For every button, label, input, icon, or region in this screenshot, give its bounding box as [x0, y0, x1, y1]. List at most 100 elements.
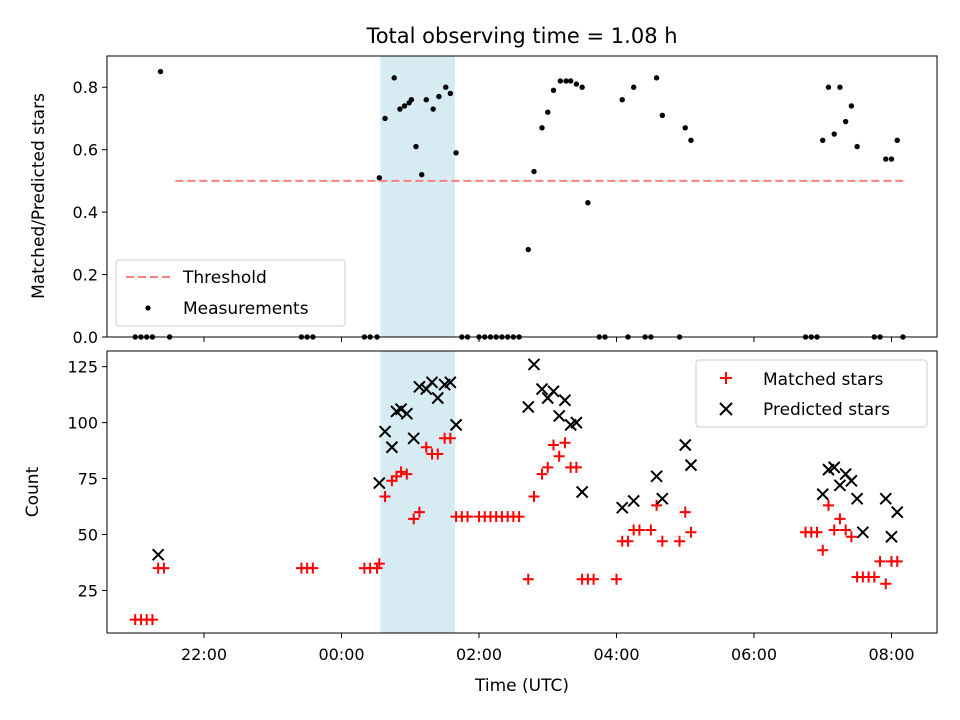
- predicted-star-point: [856, 526, 870, 539]
- measurement-point: [443, 84, 449, 90]
- bottom-x-ticks: 22:00 00:00 02:00 04:00 06:00 08:00: [181, 633, 915, 664]
- matched-star-point: [379, 490, 391, 502]
- matched-star-point: [840, 524, 852, 536]
- predicted-star-point: [535, 382, 549, 396]
- matched-star-point: [413, 506, 425, 518]
- matched-star-point: [611, 573, 622, 585]
- matched-star-point: [828, 524, 840, 536]
- matched-star-point: [834, 513, 846, 525]
- bottom-panel: 25 50 75 100 125 22:00 00:00 02:00 04:00 06:00 08…: [23, 350, 938, 696]
- predicted-stars-points: [151, 358, 904, 561]
- matched-star-point: [444, 432, 456, 444]
- top-y-tick-label: 0.6: [73, 141, 98, 160]
- predicted-star-point: [553, 409, 566, 423]
- x-tick-label: 22:00: [181, 645, 227, 664]
- measurement-point: [157, 68, 164, 75]
- matched-star-point: [674, 535, 686, 547]
- measurement-point: [630, 84, 637, 90]
- matched-star-point: [891, 555, 903, 567]
- matched-star-point: [158, 562, 170, 574]
- x-tick-label: 02:00: [456, 645, 502, 664]
- predicted-star-point: [650, 470, 663, 483]
- predicted-star-point: [373, 476, 386, 490]
- measurement-point: [447, 90, 454, 97]
- bottom-y-tick-label: 75: [78, 470, 98, 489]
- predicted-star-point: [575, 485, 589, 499]
- x-tick-label: 00:00: [318, 645, 364, 664]
- matched-star-point: [817, 544, 829, 556]
- measurement-point: [894, 137, 900, 143]
- top-y-tick-label: 0.0: [73, 328, 98, 347]
- predicted-star-point: [627, 494, 640, 508]
- measurement-point: [430, 106, 436, 112]
- chart-title: Total observing time = 1.08 h: [365, 24, 677, 48]
- predicted-star-point: [522, 400, 535, 414]
- measurement-point: [567, 78, 574, 84]
- matched-star-point: [395, 466, 407, 478]
- matched-star-point: [528, 490, 540, 502]
- matched-star-point: [146, 614, 158, 626]
- predicted-star-point: [570, 416, 583, 429]
- measurement-point: [563, 78, 569, 84]
- measurement-point: [837, 84, 843, 90]
- matched-star-point: [845, 531, 857, 543]
- predicted-star-point: [151, 548, 165, 561]
- matched-star-point: [651, 499, 663, 511]
- measurement-point: [525, 246, 531, 253]
- predicted-star-point: [679, 438, 692, 452]
- bottom-legend-box: [695, 359, 928, 428]
- measurement-point: [531, 168, 537, 175]
- measurement-point: [659, 112, 666, 119]
- measurement-point: [825, 84, 832, 90]
- predicted-star-point: [885, 530, 898, 543]
- top-panel: 0.00.20.40.60.8 Matched/Predicted stars …: [29, 55, 938, 347]
- matched-stars-points: [129, 432, 903, 626]
- measurement-point: [453, 150, 459, 156]
- predicted-star-point: [444, 376, 457, 389]
- bottom-y-axis-label: Count: [23, 466, 43, 517]
- predicted-star-point: [558, 394, 572, 407]
- measurement-point: [883, 156, 889, 162]
- measurement-point: [688, 137, 694, 143]
- legend-matched-swatch: [720, 372, 732, 384]
- predicted-star-point: [656, 492, 669, 505]
- measurement-point: [397, 106, 403, 112]
- measurement-point: [545, 109, 551, 115]
- bottom-plot-frame: [106, 350, 938, 634]
- top-x-ticks: [203, 337, 892, 342]
- measurement-point: [539, 125, 545, 131]
- predicted-star-point: [684, 458, 698, 472]
- matched-star-point: [307, 562, 319, 574]
- measurement-point: [653, 75, 660, 81]
- matched-star-point: [553, 450, 565, 462]
- measurement-point: [682, 125, 688, 131]
- legend-matched-label: Matched stars: [763, 370, 883, 390]
- matched-star-point: [522, 573, 534, 585]
- bottom-y-tick-label: 25: [78, 581, 98, 600]
- bottom-y-ticks: 25 50 75 100 125: [67, 358, 107, 600]
- top-y-tick-label: 0.8: [73, 78, 98, 97]
- matched-star-point: [513, 511, 525, 523]
- predicted-star-point: [616, 501, 629, 514]
- matched-star-point: [874, 555, 886, 567]
- measurement-point: [557, 78, 564, 84]
- legend-threshold-label: Threshold: [182, 268, 267, 288]
- matched-star-point: [645, 524, 657, 536]
- measurement-point: [408, 97, 415, 103]
- measurement-point: [382, 115, 388, 122]
- legend-measurements-swatch: [145, 305, 151, 311]
- matched-star-point: [401, 468, 413, 480]
- predicted-star-point: [891, 505, 904, 519]
- top-plot-frame: [106, 55, 938, 338]
- top-y-ticks: 0.0 0.2 0.4 0.6 0.8: [73, 78, 107, 347]
- top-y-tick-label: 0.2: [73, 266, 98, 285]
- bottom-y-tick-label: 125: [67, 358, 98, 377]
- predicted-star-point: [385, 441, 399, 454]
- measurement-point: [423, 97, 429, 103]
- measurement-point: [579, 84, 585, 90]
- measurement-point: [831, 131, 837, 137]
- top-y-axis-label: Matched/Predicted stars: [29, 93, 49, 299]
- measurement-point: [888, 156, 895, 162]
- matched-star-point: [679, 506, 691, 518]
- measurement-point: [619, 97, 625, 103]
